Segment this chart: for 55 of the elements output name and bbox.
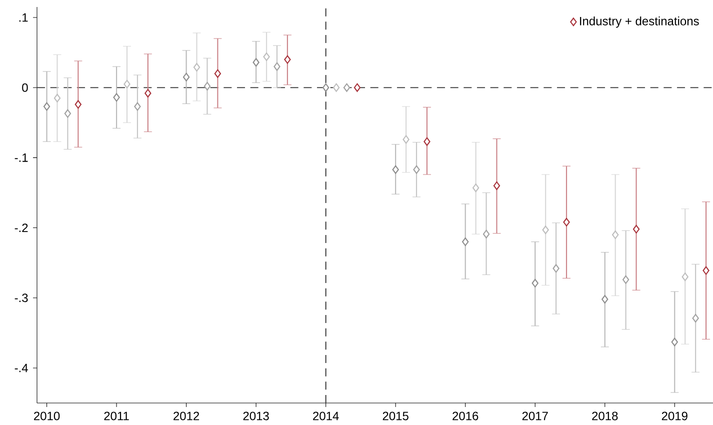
y-tick-label: -.2 xyxy=(14,224,28,232)
point xyxy=(74,100,82,109)
x-tick-label: 2017 xyxy=(522,412,548,420)
point xyxy=(43,102,50,111)
x-tick-label: 2011 xyxy=(104,412,129,420)
x-tick-label: 2019 xyxy=(662,412,688,420)
point xyxy=(482,230,490,238)
point xyxy=(322,83,330,92)
x-tick-label: 2010 xyxy=(34,412,60,420)
point xyxy=(612,230,619,240)
point xyxy=(134,102,141,111)
point xyxy=(113,93,120,102)
y-tick-label: -.4 xyxy=(14,364,28,372)
point xyxy=(124,80,130,88)
x-tick-label: 2018 xyxy=(592,412,618,420)
point xyxy=(284,55,291,64)
point xyxy=(182,72,190,82)
point xyxy=(144,88,152,98)
point xyxy=(193,63,200,72)
point xyxy=(413,165,420,174)
point xyxy=(54,94,61,102)
y-tick-label: -.3 xyxy=(14,294,28,302)
point xyxy=(472,184,480,192)
point xyxy=(671,338,678,346)
point xyxy=(493,181,500,190)
point xyxy=(392,165,399,174)
point xyxy=(274,62,280,71)
point xyxy=(252,58,260,67)
point xyxy=(563,218,570,226)
x-tick-label: 2013 xyxy=(243,412,269,420)
point xyxy=(552,264,560,273)
point xyxy=(354,83,361,92)
point xyxy=(204,82,211,90)
legend-label: Industry + destinations xyxy=(580,16,699,28)
point xyxy=(542,226,549,234)
x-tick-label: 2015 xyxy=(382,412,408,420)
point xyxy=(424,137,430,146)
point xyxy=(263,52,270,62)
x-tick-label: 2014 xyxy=(313,412,339,420)
point xyxy=(682,272,688,282)
point xyxy=(64,109,72,118)
y-tick-label: -.1 xyxy=(14,154,28,162)
point xyxy=(332,83,340,92)
y-tick-label: .1 xyxy=(19,13,28,22)
point xyxy=(343,83,350,92)
point xyxy=(532,278,538,288)
point xyxy=(214,69,222,78)
x-tick-label: 2016 xyxy=(452,412,478,420)
point xyxy=(402,135,410,144)
point xyxy=(622,275,630,284)
point xyxy=(462,238,469,246)
y-tick-label: 0 xyxy=(22,83,28,92)
x-tick-label: 2012 xyxy=(174,412,200,420)
point xyxy=(602,295,608,304)
point xyxy=(632,224,640,234)
